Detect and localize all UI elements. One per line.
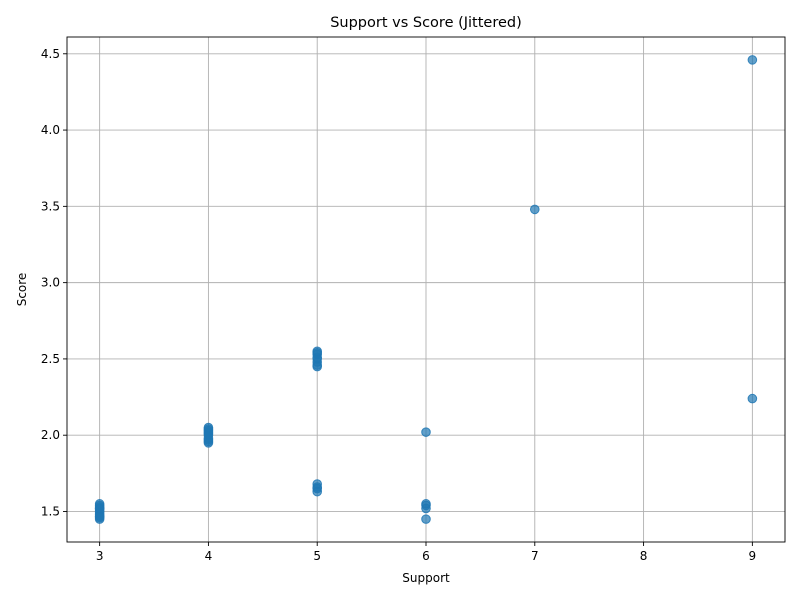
y-axis-label: Score [15, 273, 29, 307]
y-tick-label: 2.5 [41, 352, 60, 366]
y-tick-label: 4.5 [41, 47, 60, 61]
data-point [312, 479, 323, 489]
y-axis-ticks: 1.5 2.0 2.5 3.0 3.5 4.0 4.5 [41, 47, 67, 518]
x-tick-label: 4 [205, 549, 213, 563]
chart-title: Support vs Score (Jittered) [330, 15, 522, 31]
data-point [421, 499, 431, 509]
y-tick-label: 3.5 [41, 199, 60, 213]
grid [67, 37, 785, 542]
y-tick-label: 3.0 [41, 276, 60, 290]
x-axis-ticks: 3 4 5 6 7 8 9 [96, 542, 756, 563]
data-point [421, 514, 431, 524]
x-tick-label: 5 [313, 549, 321, 563]
x-tick-label: 9 [749, 549, 757, 563]
data-point [529, 204, 540, 215]
x-tick-label: 7 [531, 549, 539, 563]
data-point [203, 422, 214, 433]
data-point [747, 55, 758, 65]
x-tick-label: 6 [422, 549, 430, 563]
y-tick-label: 4.0 [41, 123, 60, 137]
x-tick-label: 8 [640, 549, 648, 563]
y-tick-label: 1.5 [41, 504, 60, 518]
data-points [94, 55, 758, 524]
y-tick-label: 2.0 [41, 428, 60, 442]
x-axis-label: Support [402, 571, 450, 585]
data-point [747, 393, 758, 404]
data-point [421, 427, 431, 437]
x-tick-label: 3 [96, 549, 104, 563]
data-point [312, 346, 323, 357]
data-point [94, 503, 105, 514]
